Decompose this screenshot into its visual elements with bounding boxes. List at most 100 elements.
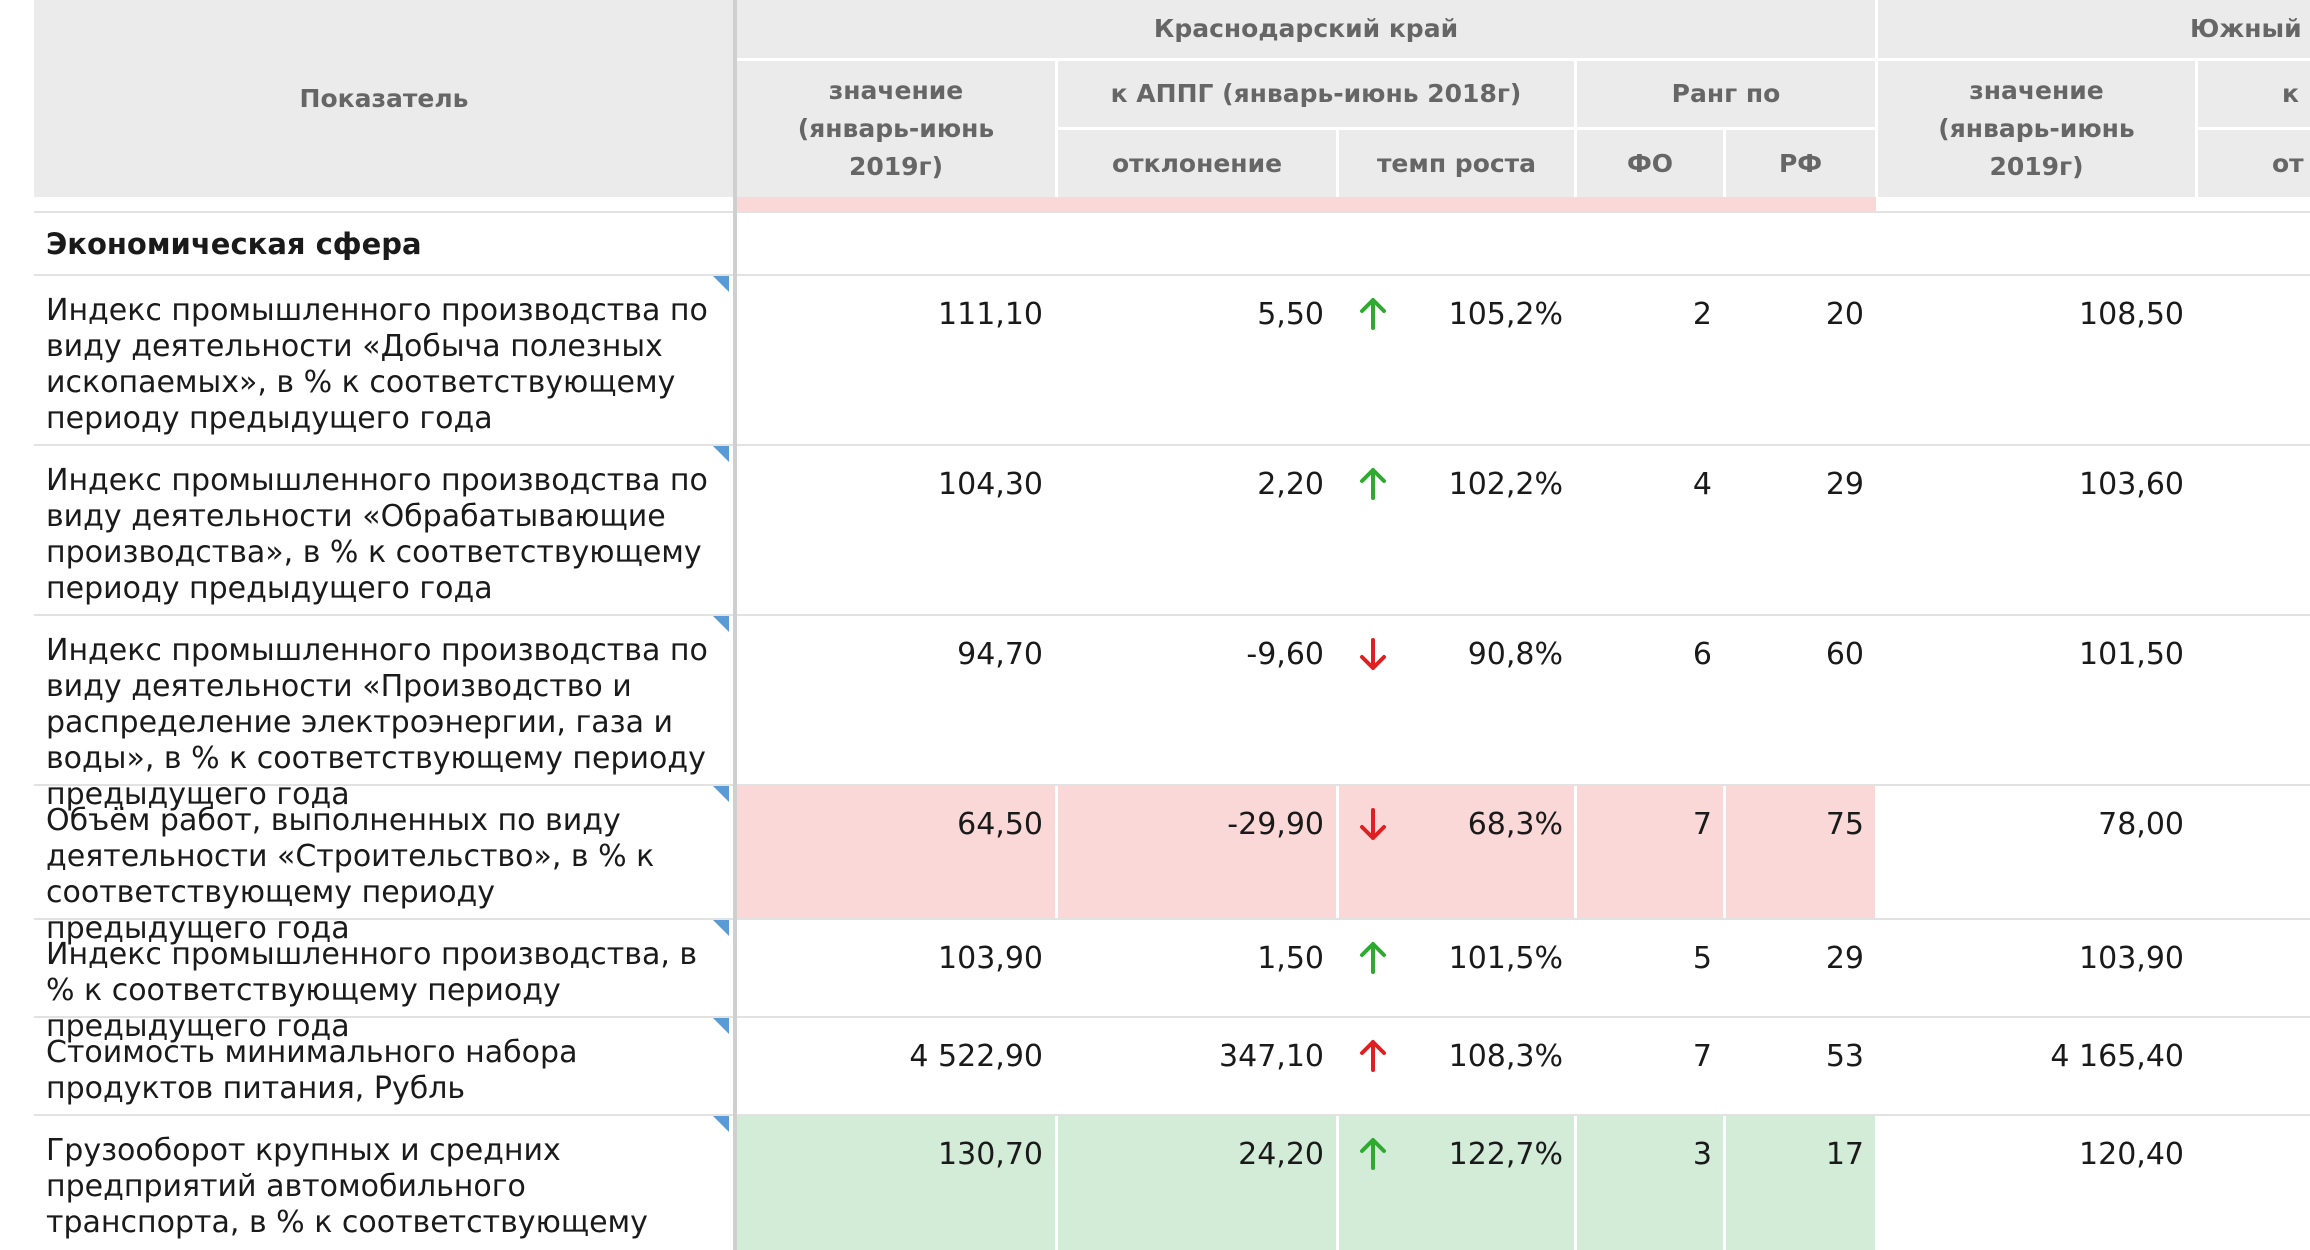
row-highlight (737, 1116, 1875, 1250)
header-next-partial-ot[interactable]: от (2198, 130, 2310, 197)
cell-growth: 122,7% (1448, 1137, 1563, 1172)
header-rank-fo[interactable]: ФО (1577, 130, 1723, 197)
cell-value: 4 522,90 (909, 1039, 1043, 1074)
header-appg-group[interactable]: к АППГ (январь-июнь 2018г) (1058, 61, 1574, 127)
arrow-down-icon (1360, 808, 1386, 840)
cell-rank-rf: 29 (1825, 467, 1864, 502)
header-value-col[interactable]: значение (январь-июнь 2019г) (737, 61, 1055, 197)
cell-deviation: 347,10 (1219, 1039, 1324, 1074)
header-next-value-col-label: значение (январь-июнь 2019г) (1938, 76, 2135, 181)
row-divider (34, 211, 2310, 213)
cell-divider (1574, 786, 1577, 918)
row-highlight (737, 786, 1875, 918)
cell-divider (1336, 1116, 1339, 1250)
arrow-up-icon (1360, 468, 1386, 500)
header-region-next-label: Южный (2190, 14, 2302, 43)
arrow-up-icon (1360, 942, 1386, 974)
cell-value: 103,90 (938, 941, 1043, 976)
row-divider (34, 918, 2310, 920)
header-growth[interactable]: темп роста (1339, 130, 1574, 197)
header-growth-label: темп роста (1376, 148, 1537, 178)
cell-rank-fo: 2 (1692, 297, 1712, 332)
cell-growth: 102,2% (1448, 467, 1563, 502)
cell-value: 111,10 (938, 297, 1043, 332)
cell-divider (1723, 786, 1726, 918)
cell-value: 94,70 (957, 637, 1043, 672)
header-rank-rf-label: РФ (1778, 148, 1823, 178)
arrow-up-icon (1360, 298, 1386, 330)
row-label[interactable]: Индекс промышленного производства, в % к… (46, 937, 698, 1044)
cell-rank-fo: 4 (1692, 467, 1712, 502)
row-divider (34, 784, 2310, 786)
cell-divider (1336, 786, 1339, 918)
header-next-partial-k-label: к (2282, 79, 2299, 108)
cell-divider (1055, 1116, 1058, 1250)
cell-rank-rf: 20 (1825, 297, 1864, 332)
section-title: Экономическая сфера (46, 227, 422, 261)
row-label[interactable]: Объём работ, выполненных по виду деятель… (46, 803, 655, 946)
frozen-column-divider (733, 0, 737, 1250)
header-rank-fo-label: ФО (1626, 148, 1674, 178)
cell-next-value: 108,50 (2079, 297, 2184, 332)
row-label[interactable]: Стоимость минимального набора продуктов … (46, 1035, 578, 1106)
header-indicator[interactable]: Показатель (34, 0, 734, 197)
arrow-down-icon (1360, 638, 1386, 670)
cell-divider (1055, 786, 1058, 918)
cell-next-value: 103,60 (2079, 467, 2184, 502)
header-rank-group[interactable]: Ранг по (1577, 61, 1875, 127)
header-region-main[interactable]: Краснодарский край (737, 0, 1875, 58)
row-divider (34, 614, 2310, 616)
cell-next-value: 120,40 (2079, 1137, 2184, 1172)
header-indicator-label: Показатель (299, 83, 469, 113)
cell-rank-rf: 60 (1825, 637, 1864, 672)
comment-marker-icon[interactable] (713, 920, 729, 936)
cell-next-value: 4 165,40 (2050, 1039, 2184, 1074)
cell-value: 64,50 (957, 807, 1043, 842)
cell-value: 130,70 (938, 1137, 1043, 1172)
arrow-up-icon (1360, 1040, 1386, 1072)
row-label[interactable]: Индекс промышленного производства по вид… (46, 463, 708, 606)
header-region-main-label: Краснодарский край (1153, 14, 1459, 43)
cell-rank-rf: 17 (1825, 1137, 1864, 1172)
comment-marker-icon[interactable] (713, 446, 729, 462)
cell-deviation: -29,90 (1227, 807, 1324, 842)
cell-deviation: -9,60 (1246, 637, 1324, 672)
cell-rank-rf: 53 (1825, 1039, 1864, 1074)
partial-row-strip (736, 197, 1876, 211)
header-next-partial-ot-label: от (2272, 148, 2304, 178)
cell-growth: 108,3% (1448, 1039, 1563, 1074)
cell-rank-fo: 7 (1692, 807, 1712, 842)
comment-marker-icon[interactable] (713, 616, 729, 632)
header-deviation[interactable]: отклонение (1058, 130, 1336, 197)
row-divider (34, 1016, 2310, 1018)
header-next-partial-k[interactable]: к (2198, 61, 2310, 127)
header-deviation-label: отклонение (1111, 148, 1283, 178)
comment-marker-icon[interactable] (713, 786, 729, 802)
cell-rank-rf: 75 (1825, 807, 1864, 842)
cell-deviation: 2,20 (1257, 467, 1324, 502)
cell-rank-rf: 29 (1825, 941, 1864, 976)
cell-next-value: 78,00 (2098, 807, 2184, 842)
cell-growth: 101,5% (1448, 941, 1563, 976)
cell-growth: 68,3% (1467, 807, 1563, 842)
header-region-next[interactable]: Южный (1878, 0, 2310, 58)
header-rank-rf[interactable]: РФ (1726, 130, 1875, 197)
row-divider (34, 274, 2310, 276)
comment-marker-icon[interactable] (713, 276, 729, 292)
row-divider (34, 1114, 2310, 1116)
arrow-up-icon (1360, 1138, 1386, 1170)
header-next-value-col[interactable]: значение (январь-июнь 2019г) (1878, 61, 2195, 197)
cell-rank-fo: 6 (1692, 637, 1712, 672)
comment-marker-icon[interactable] (713, 1116, 729, 1132)
row-label[interactable]: Индекс промышленного производства по вид… (46, 633, 708, 812)
row-label[interactable]: Грузооборот крупных и средних предприяти… (46, 1133, 648, 1250)
header-value-col-label: значение (январь-июнь 2019г) (797, 76, 995, 181)
cell-next-value: 101,50 (2079, 637, 2184, 672)
cell-next-value: 103,90 (2079, 941, 2184, 976)
row-label[interactable]: Индекс промышленного производства по вид… (46, 293, 708, 436)
cell-divider (1723, 1116, 1726, 1250)
header-rank-group-label: Ранг по (1671, 79, 1781, 108)
cell-growth: 90,8% (1467, 637, 1563, 672)
comment-marker-icon[interactable] (713, 1018, 729, 1034)
